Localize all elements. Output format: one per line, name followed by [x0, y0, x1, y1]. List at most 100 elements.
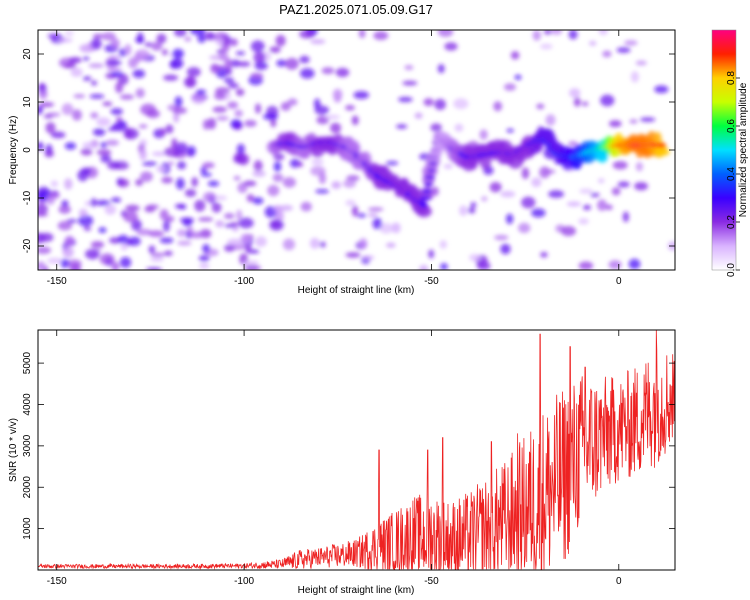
heatmap-cell	[38, 246, 52, 255]
heatmap-cell	[216, 38, 224, 47]
heatmap-cell	[150, 252, 166, 257]
heatmap-cell	[280, 101, 291, 112]
heatmap-cell	[254, 103, 262, 114]
heatmap-track-cell	[415, 205, 432, 218]
heatmap-cell	[102, 101, 113, 107]
heatmap-cell	[63, 178, 73, 190]
heatmap-cell	[227, 101, 239, 109]
snr-y-tick-label: 5000	[22, 352, 33, 375]
snr-x-tick-label: -150	[47, 576, 67, 587]
heatmap-cell	[176, 229, 187, 237]
heatmap-cell	[159, 127, 167, 137]
heatmap-cell	[46, 257, 63, 264]
heatmap-cell	[566, 201, 582, 207]
heatmap-cell	[38, 105, 44, 113]
heatmap-cell	[83, 226, 92, 231]
heatmap-cell	[453, 98, 469, 110]
heatmap-cell	[568, 30, 578, 40]
heatmap-cell	[223, 212, 235, 220]
heatmap-cell	[267, 184, 280, 197]
heatmap-cell	[321, 67, 335, 75]
heatmap-x-tick-label: -100	[234, 276, 254, 287]
heatmap-cell	[91, 38, 102, 50]
heatmap-track-core	[424, 175, 436, 180]
heatmap-cell	[616, 47, 631, 53]
heatmap-cell	[285, 57, 299, 70]
heatmap-cell	[247, 249, 260, 254]
heatmap-cell	[244, 264, 258, 270]
heatmap-cell	[106, 60, 122, 66]
heatmap-cell	[357, 213, 367, 218]
heatmap-cell	[264, 206, 277, 218]
heatmap-cell	[372, 217, 383, 230]
heatmap-y-tick-label: -10	[22, 190, 33, 205]
heatmap-cell	[64, 31, 74, 36]
heatmap-cell	[182, 218, 193, 227]
colorbar-label: Normalized spectral amplitude	[738, 82, 749, 217]
heatmap-cell	[532, 30, 541, 41]
heatmap-cell	[227, 238, 243, 246]
heatmap-cell	[78, 208, 88, 218]
heatmap-cell	[61, 103, 74, 116]
heatmap-cell	[104, 204, 117, 215]
heatmap-cell	[48, 191, 60, 199]
heatmap-x-axis-label: Height of straight line (km)	[298, 285, 415, 296]
heatmap-cell	[139, 148, 147, 161]
heatmap-cell	[550, 30, 563, 35]
snr-y-tick-label: 4000	[22, 393, 33, 416]
heatmap-cell	[272, 173, 284, 182]
heatmap-cell	[617, 181, 630, 188]
heatmap-cell	[63, 63, 77, 69]
heatmap-cell	[493, 101, 503, 112]
heatmap-cell	[105, 139, 120, 146]
heatmap-cell	[196, 89, 207, 95]
heatmap-cell	[287, 98, 298, 106]
heatmap-cell	[253, 51, 266, 64]
heatmap-cell	[197, 33, 206, 44]
heatmap-cell	[351, 205, 359, 217]
heatmap-cell	[236, 143, 245, 155]
heatmap-cell	[156, 33, 167, 44]
heatmap-cell	[414, 112, 423, 119]
heatmap-cell	[274, 211, 285, 222]
heatmap-cell	[560, 226, 577, 237]
heatmap-cell	[398, 96, 413, 103]
heatmap-cell	[275, 34, 286, 47]
snr-x-ticks: -150 -100 -50 0	[47, 330, 622, 587]
heatmap-cell	[223, 77, 235, 84]
heatmap-cell	[57, 220, 73, 231]
heatmap-cell	[45, 112, 61, 117]
heatmap-track-core	[422, 189, 432, 194]
snr-panel: -150 -100 -50 0 1000 2000 3000 4000 5000 Height…	[8, 329, 676, 596]
heatmap-cell	[175, 177, 185, 190]
heatmap-cell	[124, 44, 132, 56]
heatmap-cell	[467, 207, 476, 214]
heatmap-cell	[373, 31, 389, 41]
heatmap-cell	[506, 128, 514, 133]
colorbar-scale	[712, 30, 736, 270]
heatmap-cell	[628, 258, 641, 270]
heatmap-track-core	[427, 168, 436, 173]
heatmap-cell	[578, 261, 594, 270]
heatmap-cell	[64, 142, 77, 150]
snr-y-tick-label: 1000	[22, 517, 33, 540]
heatmap-cell	[200, 172, 213, 177]
heatmap-cell	[602, 50, 612, 58]
heatmap-cell	[38, 141, 44, 151]
heatmap-cell	[539, 166, 551, 179]
heatmap-cell	[123, 211, 139, 223]
heatmap-cell	[150, 256, 164, 263]
heatmap-cell	[254, 61, 268, 71]
heatmap-cell	[163, 250, 173, 257]
heatmap-cell	[639, 117, 656, 122]
heatmap-cell	[161, 176, 173, 184]
heatmap-cell	[119, 256, 132, 269]
heatmap-cell	[71, 109, 82, 121]
heatmap-cell	[80, 167, 92, 175]
snr-series-line	[38, 330, 675, 570]
heatmap-cell	[204, 31, 215, 41]
heatmap-cell	[611, 187, 621, 196]
heatmap-x-ticks: -150 -100 -50 0	[47, 30, 622, 287]
heatmap-cell	[197, 217, 214, 222]
